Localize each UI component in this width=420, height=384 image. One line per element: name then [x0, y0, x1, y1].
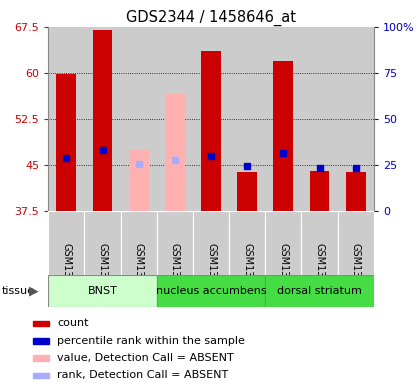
Bar	[310, 171, 330, 211]
Bar	[33, 372, 49, 378]
Bar	[48, 27, 84, 211]
Bar	[48, 211, 84, 275]
Bar	[121, 27, 157, 211]
Text: dorsal striatum: dorsal striatum	[277, 286, 362, 296]
Bar	[121, 211, 157, 275]
Bar	[338, 27, 374, 211]
Bar	[92, 30, 113, 211]
Bar	[201, 51, 221, 211]
Bar	[84, 211, 121, 275]
Bar	[302, 27, 338, 211]
Bar	[157, 275, 265, 307]
Text: BNST: BNST	[88, 286, 118, 296]
Text: GSM134719: GSM134719	[278, 243, 289, 302]
Text: GSM134714: GSM134714	[97, 243, 108, 302]
Text: GSM134716: GSM134716	[170, 243, 180, 302]
Text: percentile rank within the sample: percentile rank within the sample	[57, 336, 245, 346]
Text: GSM134720: GSM134720	[315, 243, 325, 302]
Text: ▶: ▶	[29, 285, 39, 297]
Text: GSM134715: GSM134715	[134, 243, 144, 302]
Text: rank, Detection Call = ABSENT: rank, Detection Call = ABSENT	[57, 370, 228, 380]
Text: GSM134718: GSM134718	[242, 243, 252, 302]
Bar	[302, 211, 338, 275]
Bar	[33, 355, 49, 361]
Bar	[157, 211, 193, 275]
Bar	[193, 27, 229, 211]
Bar	[338, 211, 374, 275]
Bar	[165, 94, 185, 211]
Text: count: count	[57, 318, 89, 328]
Text: tissue: tissue	[2, 286, 35, 296]
Bar	[265, 275, 374, 307]
Bar	[33, 338, 49, 344]
Text: value, Detection Call = ABSENT: value, Detection Call = ABSENT	[57, 353, 234, 363]
Bar	[56, 74, 76, 211]
Text: GSM134713: GSM134713	[61, 243, 71, 302]
Bar	[33, 321, 49, 326]
Bar	[346, 172, 366, 211]
Bar	[229, 211, 265, 275]
Bar	[193, 211, 229, 275]
Bar	[265, 211, 302, 275]
Title: GDS2344 / 1458646_at: GDS2344 / 1458646_at	[126, 9, 296, 25]
Bar	[84, 27, 121, 211]
Bar	[265, 27, 302, 211]
Bar	[129, 150, 149, 211]
Bar	[157, 27, 193, 211]
Text: nucleus accumbens: nucleus accumbens	[156, 286, 266, 296]
Text: GSM134721: GSM134721	[351, 243, 361, 302]
Text: GSM134717: GSM134717	[206, 243, 216, 302]
Bar	[229, 27, 265, 211]
Bar	[273, 61, 293, 211]
Bar	[48, 275, 157, 307]
Bar	[237, 172, 257, 211]
